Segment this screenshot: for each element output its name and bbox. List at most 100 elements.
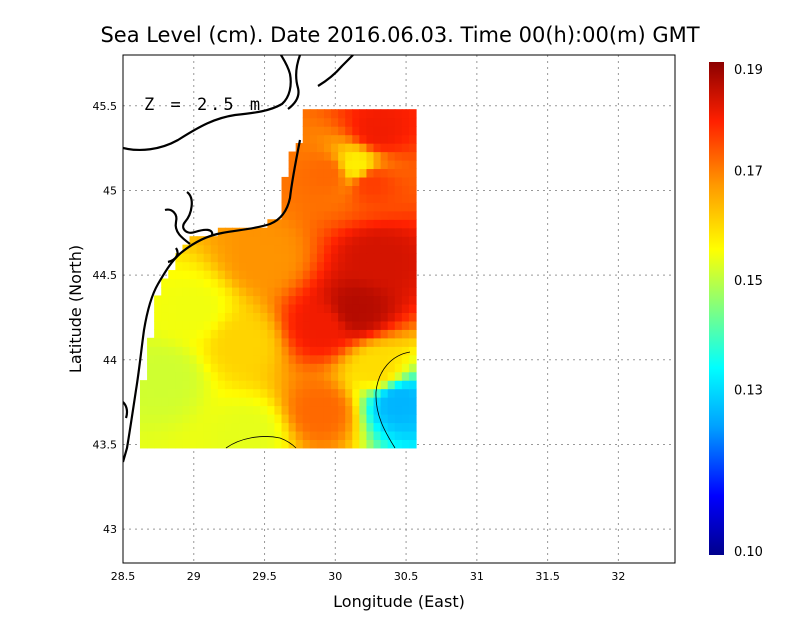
heatmap-cell — [239, 312, 247, 322]
heatmap-cell — [288, 388, 297, 398]
heatmap-cell — [331, 413, 339, 424]
heatmap-cell — [182, 405, 191, 415]
heatmap-cell — [345, 320, 353, 330]
heatmap-cell — [281, 227, 290, 237]
heatmap-cell — [387, 439, 396, 449]
heatmap-cell — [147, 430, 155, 440]
heatmap-cell — [359, 278, 368, 288]
heatmap-cell — [373, 329, 382, 339]
heatmap-cell — [380, 176, 389, 186]
heatmap-cell — [394, 134, 403, 144]
heatmap-cell — [359, 295, 368, 305]
heatmap-cell — [309, 270, 318, 280]
heatmap-cell — [189, 346, 198, 356]
heatmap-cell — [323, 329, 332, 339]
heatmap-cell — [281, 354, 290, 364]
heatmap-cell — [401, 134, 410, 144]
heatmap-cell — [281, 253, 290, 263]
chart-title: Sea Level (cm). Date 2016.06.03. Time 00… — [100, 23, 699, 47]
heatmap-cell — [246, 380, 254, 390]
heatmap-cell — [189, 320, 198, 330]
heatmap-cell — [352, 253, 360, 263]
plot-frame — [122, 54, 676, 564]
heatmap-cell — [401, 303, 410, 313]
heatmap-cell — [387, 413, 396, 424]
heatmap-cell — [394, 430, 403, 440]
heatmap-cell — [394, 346, 403, 356]
heatmap-cell — [231, 286, 240, 297]
heatmap-cell — [345, 143, 353, 153]
heatmap-cell — [267, 295, 276, 305]
heatmap-cell — [366, 261, 375, 271]
heatmap-cell — [387, 253, 396, 263]
heatmap-cell — [147, 337, 155, 347]
heatmap-cell — [352, 337, 360, 347]
heatmap-cell — [302, 320, 311, 330]
heatmap-cell — [408, 278, 417, 288]
x-tick-label: 30 — [328, 570, 342, 583]
heatmap-cell — [274, 422, 283, 432]
heatmap-cell — [182, 261, 191, 271]
heatmap-cell — [253, 312, 261, 322]
heatmap-cell — [323, 270, 332, 280]
heatmap-cell — [147, 380, 155, 390]
heatmap-cell — [253, 405, 261, 415]
heatmap-cell — [408, 363, 417, 373]
heatmap-cell — [175, 439, 184, 449]
heatmap-cell — [295, 430, 304, 440]
heatmap-cell — [359, 303, 368, 313]
heatmap-cell — [338, 397, 346, 407]
heatmap-cell — [352, 210, 360, 220]
heatmap-cell — [352, 388, 360, 398]
heatmap-cell — [203, 253, 212, 263]
heatmap-cell — [274, 439, 283, 449]
heatmap-cell — [217, 354, 226, 364]
heatmap-cell — [210, 422, 219, 432]
heatmap-cell — [281, 236, 290, 246]
heatmap-cell — [175, 253, 184, 263]
heatmap-cell — [281, 219, 290, 229]
heatmap-cell — [380, 151, 389, 161]
heatmap-cell — [196, 430, 205, 440]
heatmap-cell — [224, 397, 233, 407]
heatmap-cell — [154, 363, 162, 373]
heatmap-cell — [380, 193, 389, 203]
heatmap-cell — [401, 151, 410, 161]
heatmap-cell — [380, 354, 389, 364]
heatmap-cell — [196, 397, 205, 407]
heatmap-cell — [147, 439, 155, 449]
colorbar-tick-label: 0.10 — [734, 545, 763, 560]
heatmap-cell — [309, 354, 318, 364]
heatmap-cell — [380, 261, 389, 271]
heatmap-cell — [401, 236, 410, 246]
heatmap-cell — [387, 312, 396, 322]
heatmap-cell — [302, 346, 311, 356]
heatmap-cell — [274, 329, 283, 339]
heatmap-cell — [352, 168, 360, 178]
heatmap-cell — [161, 337, 169, 347]
heatmap-cell — [387, 143, 396, 153]
heatmap-cell — [394, 219, 403, 229]
heatmap-cell — [196, 346, 205, 356]
heatmap-cell — [246, 227, 254, 237]
heatmap-cell — [323, 295, 332, 305]
heatmap-cell — [267, 430, 276, 440]
heatmap-cell — [253, 363, 261, 373]
heatmap-cell — [246, 388, 254, 398]
heatmap-cell — [288, 422, 297, 432]
heatmap-cell — [260, 253, 268, 263]
heatmap-cell — [323, 346, 332, 356]
heatmap-cell — [231, 312, 240, 322]
heatmap-cell — [387, 227, 396, 237]
heatmap-cell — [309, 363, 318, 373]
heatmap-cell — [274, 244, 283, 254]
heatmap-cell — [309, 227, 318, 237]
heatmap-cell — [366, 354, 375, 364]
contour-line-south — [225, 436, 297, 449]
heatmap-cell — [380, 270, 389, 280]
heatmap-cell — [373, 295, 382, 305]
heatmap-cell — [394, 270, 403, 280]
heatmap-cell — [366, 270, 375, 280]
heatmap-cell — [175, 371, 184, 381]
